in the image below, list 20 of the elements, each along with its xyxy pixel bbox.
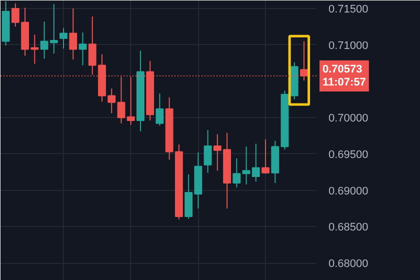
candlestick — [156, 93, 164, 126]
candlestick — [50, 4, 58, 54]
y-tick-label: 0.68500 — [328, 222, 368, 234]
candlestick — [232, 158, 241, 188]
candlestick — [126, 76, 135, 126]
ref-line-label: 0.70573 11:07:57 — [322, 63, 366, 89]
candlestick — [204, 129, 212, 174]
candlestick — [40, 21, 48, 60]
y-tick-label: 0.69500 — [328, 148, 368, 161]
candlestick — [69, 8, 78, 60]
y-tick-label: 0.71500 — [328, 4, 368, 16]
y-tick-label: 0.68000 — [328, 258, 368, 270]
candlestick — [78, 32, 87, 66]
y-tick-label: 0.70000 — [328, 112, 368, 125]
candlestick — [242, 146, 250, 185]
y-tick-label: 0.71000 — [328, 40, 368, 52]
candlestick — [262, 138, 270, 174]
y-tick-label: 0.69000 — [328, 185, 368, 198]
candlestick — [252, 143, 260, 182]
candlestick — [60, 28, 68, 49]
